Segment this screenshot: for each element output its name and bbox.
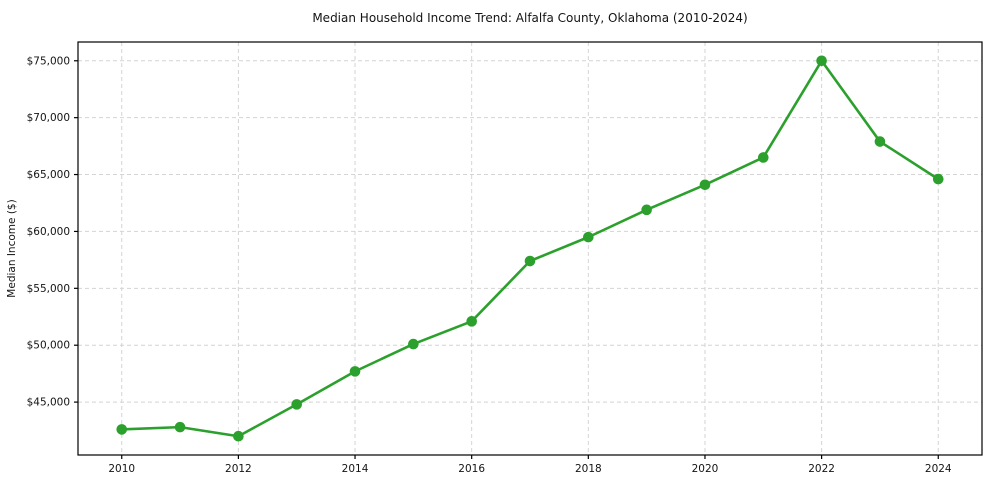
- x-tick-label: 2010: [108, 463, 135, 475]
- chart-title: Median Household Income Trend: Alfalfa C…: [312, 11, 747, 25]
- data-point-marker: [699, 179, 711, 191]
- data-point-marker: [408, 338, 419, 350]
- x-tick-label: 2012: [225, 463, 252, 475]
- data-point-marker: [291, 399, 303, 410]
- data-point-marker: [757, 152, 769, 163]
- x-tick-label: 2018: [575, 463, 602, 475]
- data-point-marker: [874, 136, 886, 147]
- y-tick-label: $65,000: [27, 169, 70, 181]
- tick-labels: $45,000 $50,000 $55,000 $60,000 $65,000 $70,0…: [27, 55, 952, 475]
- grid-lines: [78, 42, 982, 455]
- x-tick-label: 2024: [925, 463, 952, 475]
- y-tick-label: $45,000: [27, 397, 70, 409]
- x-tick-label: 2022: [808, 463, 835, 475]
- y-tick-label: $60,000: [27, 226, 70, 238]
- data-point-marker: [466, 316, 477, 327]
- axes: [74, 41, 983, 459]
- plot-border: [77, 41, 983, 456]
- data-point-marker: [932, 173, 944, 185]
- data-series: [116, 55, 944, 442]
- x-tick-label: 2020: [692, 463, 719, 475]
- data-point-marker: [174, 421, 186, 433]
- data-point-marker: [233, 430, 244, 442]
- data-point-marker: [349, 366, 361, 377]
- data-point-marker: [641, 204, 652, 216]
- trend-line: [120, 59, 940, 438]
- y-tick-label: $75,000: [27, 55, 70, 67]
- y-axis-label: Median Income ($): [6, 199, 18, 297]
- y-tick-label: $55,000: [27, 283, 70, 295]
- y-tick-label: $70,000: [27, 112, 70, 124]
- data-point-marker: [524, 255, 536, 267]
- x-tick-label: 2014: [342, 463, 369, 475]
- data-point-marker: [816, 55, 827, 67]
- data-point-marker: [583, 231, 594, 243]
- data-point-marker: [116, 424, 128, 435]
- y-tick-label: $50,000: [27, 340, 70, 352]
- x-tick-label: 2016: [458, 463, 485, 475]
